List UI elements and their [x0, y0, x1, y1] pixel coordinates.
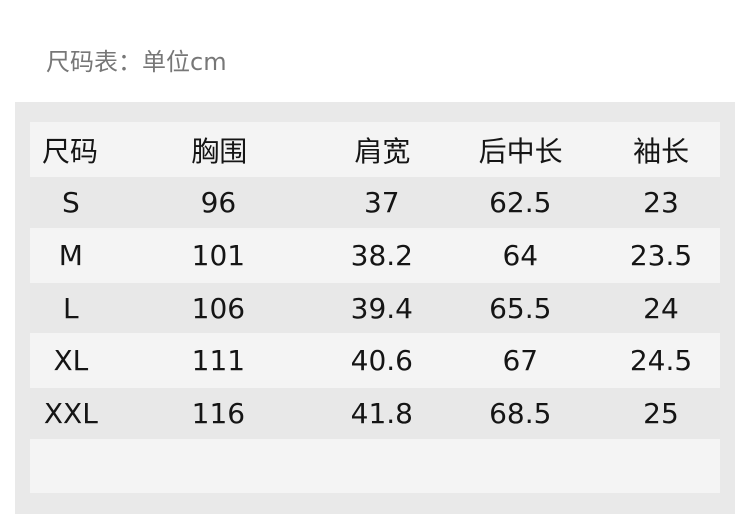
table-cell: L [63, 291, 79, 325]
table-row: XXL 116 41.8 68.5 25 [30, 388, 720, 439]
table-cell: 23 [643, 186, 679, 219]
table-cell: XL [53, 344, 89, 377]
table-cell: 101 [191, 239, 246, 272]
table-cell: 116 [191, 397, 246, 430]
table-cell: 65.5 [489, 291, 552, 325]
size-table: 尺码 胸围 肩宽 后中长 袖长 S 96 37 62.5 23 M 101 38.2 64 23.… [30, 122, 720, 493]
table-cell: 23.5 [629, 239, 693, 272]
table-cell: 25 [643, 397, 679, 430]
table-row: M 101 38.2 64 23.5 [30, 228, 720, 283]
table-cell: 106 [191, 291, 246, 325]
table-cell: 39.4 [350, 291, 413, 325]
table-row: L 106 39.4 65.5 24 [30, 283, 720, 333]
table-cell: 24.5 [629, 344, 693, 377]
header-cell: 胸围 [191, 134, 248, 168]
table-cell: XXL [43, 397, 98, 430]
table-cell: 24 [643, 291, 679, 325]
table-cell: 37 [363, 186, 400, 219]
table-cell: 40.6 [350, 344, 413, 377]
table-row: XL 111 40.6 67 24.5 [30, 333, 720, 388]
table-cell: M [58, 239, 83, 272]
table-cell: 96 [200, 186, 237, 219]
empty-row [30, 439, 720, 493]
table-cell: 68.5 [489, 397, 552, 430]
table-cell: 38.2 [350, 239, 413, 272]
header-cell: 肩宽 [354, 134, 411, 168]
table-cell: 67 [502, 344, 539, 377]
table-cell: 64 [502, 239, 539, 272]
page-title: 尺码表：单位cm [46, 48, 227, 76]
table-header: 尺码 胸围 肩宽 后中长 袖长 [30, 122, 720, 177]
header-cell: 尺码 [42, 134, 99, 168]
table-row: S 96 37 62.5 23 [30, 177, 720, 228]
table-cell: 41.8 [350, 397, 413, 430]
header-cell: 后中长 [478, 134, 563, 168]
table-cell: S [61, 186, 80, 219]
header-cell: 袖长 [633, 134, 690, 168]
table-cell: 62.5 [489, 186, 552, 219]
size-table-panel: 尺码 胸围 肩宽 后中长 袖长 S 96 37 62.5 23 M 101 38.2 64 23.… [15, 102, 735, 514]
table-cell: 111 [191, 344, 246, 377]
